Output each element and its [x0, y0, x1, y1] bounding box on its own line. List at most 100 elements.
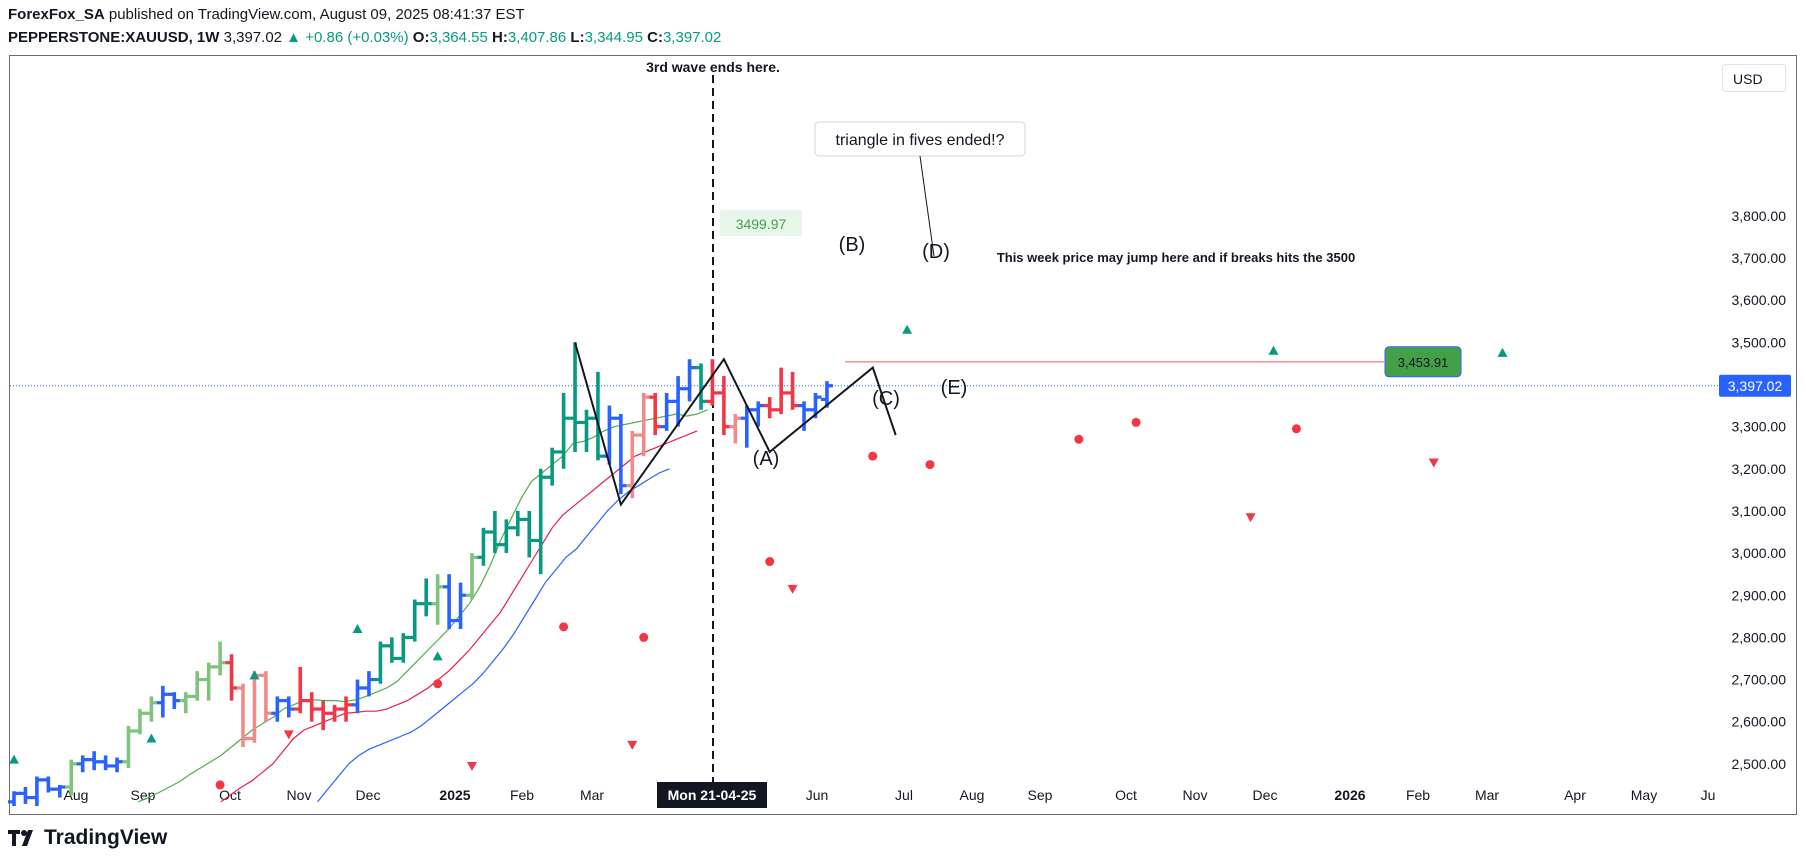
ohlc-bar: [191, 671, 204, 701]
ohlc-bar: [695, 363, 707, 410]
week-note-text: This week price may jump here and if bre…: [997, 250, 1355, 265]
y-tick-label: 2,500.00: [1732, 756, 1787, 772]
y-tick-label: 3,100.00: [1732, 503, 1787, 519]
signal-up-marker: [146, 733, 157, 743]
wave-zigzag-line: [574, 342, 897, 507]
ohlc-bar: [271, 696, 284, 722]
x-tick-label: Dec: [356, 787, 381, 803]
low-label: L:: [570, 29, 585, 46]
ohlc-bar: [317, 700, 330, 731]
chart-frame[interactable]: [9, 55, 1797, 815]
y-tick-label: 3,200.00: [1732, 461, 1787, 477]
ohlc-bar: [408, 599, 421, 642]
signal-up-marker: [9, 754, 19, 764]
ohlc-bar: [133, 709, 146, 735]
ohlc-bar: [706, 359, 719, 406]
x-tick-label: Ju: [1701, 787, 1716, 803]
ohlc-bar: [65, 759, 78, 796]
high-marker-label: 3499.97: [736, 216, 787, 232]
signal-down-marker: [467, 761, 477, 771]
x-tick-label: Sep: [1028, 787, 1053, 803]
x-tick-label: Feb: [1406, 787, 1430, 803]
wave-e-label: (E): [941, 377, 968, 399]
x-tick-label: Mar: [580, 787, 604, 803]
ohlc-bar: [488, 510, 501, 554]
x-tick-label: Oct: [1115, 787, 1137, 803]
ohlc-bar: [500, 519, 513, 554]
x-tick-label: Nov: [1183, 787, 1208, 803]
x-tick-label: Mar: [1475, 787, 1499, 803]
x-tick-label: Aug: [64, 787, 89, 803]
ohlc-bar: [511, 510, 524, 537]
ohlc-bar: [122, 725, 135, 769]
ohlc-bar: [53, 784, 66, 798]
ohlc-bar: [786, 371, 799, 410]
ohlc-bar: [305, 692, 318, 722]
brand-logo[interactable]: TradingView: [8, 826, 167, 850]
ohlc-bar: [775, 367, 788, 415]
ohlc-bar: [30, 776, 43, 806]
ohlc-bar: [717, 376, 730, 436]
wave-d-label: (D): [922, 241, 950, 263]
currency-button[interactable]: USD: [1722, 64, 1786, 92]
signal-down-marker: [1428, 458, 1439, 468]
author-name[interactable]: ForexFox_SA: [8, 6, 105, 23]
ohlc-bar: [351, 679, 364, 714]
ohlc-bar: [214, 641, 227, 676]
ohlc-bar: [420, 578, 433, 617]
ema-mid-line: [220, 430, 698, 803]
wave-a-label: (A): [753, 448, 780, 470]
signal-dot: [433, 679, 443, 689]
signal-dot: [559, 622, 569, 632]
signal-dot: [1291, 424, 1301, 434]
ohlc-bar: [328, 704, 341, 722]
wave-b-label: (B): [839, 234, 866, 256]
ohlc-bar: [340, 696, 353, 722]
x-tick-label: Aug: [960, 787, 985, 803]
ohlc-bar: [42, 776, 55, 793]
signal-down-marker: [1245, 513, 1256, 523]
y-tick-label: 2,600.00: [1732, 714, 1787, 730]
brand-name: TradingView: [44, 826, 168, 849]
symbol-name: PEPPERSTONE:XAUUSD, 1W: [8, 29, 220, 46]
signal-dot: [1074, 434, 1084, 444]
crosshair-date-label: Mon 21-04-25: [668, 787, 757, 803]
ohlc-bar: [282, 696, 295, 718]
ohlc-bar: [672, 376, 685, 427]
ohlc-bar: [557, 392, 570, 469]
target-price-box: [1384, 346, 1462, 378]
y-tick-label: 3,600.00: [1732, 292, 1787, 308]
signal-down-marker: [627, 740, 638, 750]
ohlc-bar: [580, 409, 593, 452]
last-price: 3,397.02: [223, 29, 282, 46]
ohlc-bar: [294, 666, 307, 714]
y-tick-label: 3,300.00: [1732, 419, 1787, 435]
ohlc-bar: [374, 641, 387, 684]
signal-up-marker: [902, 324, 913, 334]
high-marker-box: [720, 210, 802, 236]
x-tick-label: Feb: [510, 787, 534, 803]
signal-up-marker: [1268, 345, 1279, 355]
ohlc-bar: [99, 755, 112, 771]
ohlc-bar: [145, 696, 158, 722]
ohlc-bar: [202, 662, 215, 701]
y-tick-label: 3,000.00: [1732, 545, 1787, 561]
open-label: O:: [412, 29, 430, 46]
signal-dot: [215, 780, 225, 790]
signal-dot: [1131, 417, 1141, 427]
low-value: 3,344.95: [584, 29, 643, 46]
ohlc-bar: [637, 392, 650, 457]
signal-down-marker: [787, 584, 798, 594]
ohlc-bar: [729, 414, 742, 444]
ohlc-bar: [683, 359, 696, 402]
close-value: 3,397.02: [662, 29, 722, 46]
ohlc-bar: [534, 468, 547, 575]
publish-line: ForexFox_SA published on TradingView.com…: [8, 6, 525, 23]
ohlc-bar: [259, 671, 272, 722]
signal-up-marker: [352, 623, 363, 633]
ohlc-bar: [179, 692, 192, 714]
ohlc-bar: [546, 447, 559, 486]
x-tick-label: Jul: [895, 787, 913, 803]
ohlc-bar: [649, 392, 662, 436]
